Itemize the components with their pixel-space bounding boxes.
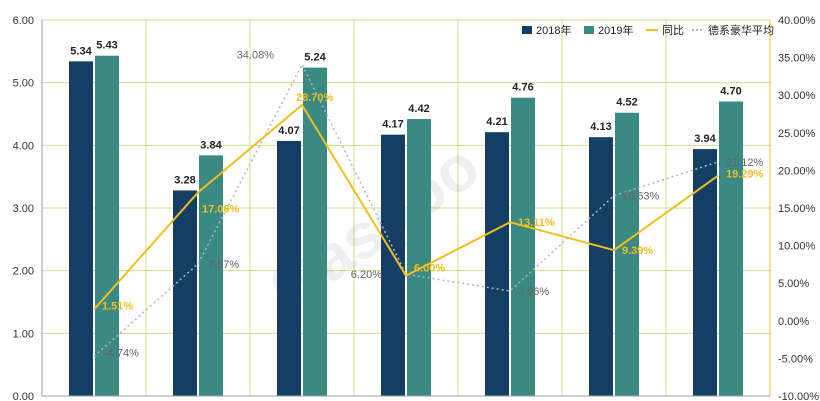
bar-2018 (381, 134, 405, 396)
y2-tick-label: -10.00% (778, 391, 819, 401)
y2-tick-label: 40.00% (778, 15, 816, 27)
yoy-label: 13.11% (518, 217, 555, 229)
y2-tick-label: 35.00% (778, 53, 816, 65)
yoy-label: 9.39% (622, 245, 653, 257)
bar-value-label: 5.43 (96, 40, 117, 52)
bar-value-label: 4.07 (278, 125, 299, 137)
yoy-label: 19.29% (726, 169, 764, 181)
bar-2019 (615, 112, 639, 396)
avg-label: -4.74% (104, 347, 139, 359)
bar-value-label: 5.34 (70, 45, 92, 57)
bar-2019 (303, 67, 327, 397)
y-tick-label: 2.00 (13, 266, 34, 278)
y-tick-label: 0.00 (13, 391, 34, 401)
bar-value-label: 4.70 (720, 85, 741, 97)
y-tick-label: 4.00 (13, 140, 34, 152)
y-tick-label: 3.00 (13, 203, 34, 215)
avg-label: 3.96% (518, 286, 549, 298)
y2-tick-label: -5.00% (778, 353, 813, 365)
bar-2019 (511, 97, 535, 396)
y2-tick-label: 0.00% (778, 316, 809, 328)
bar-2018 (173, 190, 197, 396)
legend-label: 2019年 (598, 23, 633, 37)
y-tick-label: 6.00 (13, 15, 34, 27)
y2-tick-label: 20.00% (778, 165, 816, 177)
bar-2019 (199, 155, 223, 396)
labels: 5.34 3.28 4.07 4.17 4.21 4.13 3.94 5.43 3.84 5.24… (70, 40, 763, 360)
bar-value-label: 4.17 (382, 119, 403, 131)
yoy-label: 6.00% (414, 263, 445, 275)
y2-tick-label: 10.00% (778, 241, 816, 253)
bar-value-label: 4.21 (486, 116, 507, 128)
avg-label: 16.63% (622, 191, 660, 203)
yoy-label: 17.06% (202, 204, 240, 216)
avg-label: 21.12% (726, 157, 764, 169)
y-tick-label: 5.00 (13, 78, 34, 90)
gridlines (41, 19, 771, 397)
lines (93, 62, 719, 358)
yoy-label: 28.70% (296, 92, 334, 104)
bar-2018 (589, 137, 613, 397)
y2-tick-label: 25.00% (778, 128, 816, 140)
avg-label: 34.08% (237, 50, 275, 62)
avg-label: 7.57% (208, 259, 239, 271)
bar-2019 (95, 55, 119, 396)
y-axis-left: 0.00 1.00 2.00 3.00 4.00 5.00 6.00 (13, 15, 770, 401)
legend-label: 同比 (662, 24, 684, 37)
bar-value-label: 3.84 (200, 139, 222, 151)
bar-2018 (485, 132, 509, 396)
bar-value-label: 4.42 (408, 103, 429, 115)
yoy-label: 1.51% (102, 300, 133, 312)
y-axis-right: -10.00% -5.00% 0.00% 5.00% 10.00% 15.00% 20.00… (769, 15, 819, 401)
legend-label: 2018年 (536, 23, 571, 37)
bars (69, 55, 743, 397)
bar-value-label: 4.52 (616, 97, 637, 109)
y2-tick-label: 15.00% (778, 203, 816, 215)
bar-2018 (277, 140, 301, 396)
bar-value-label: 5.24 (304, 52, 326, 64)
bar-2019 (407, 119, 431, 396)
bar-2018 (69, 61, 93, 397)
y2-tick-label: 30.00% (778, 90, 816, 102)
legend-swatch (584, 26, 594, 34)
bar-value-label: 3.94 (694, 133, 716, 145)
legend-swatch (522, 26, 532, 34)
y2-tick-label: 5.00% (778, 278, 809, 290)
y-tick-label: 1.00 (13, 328, 34, 340)
bar-value-label: 4.13 (590, 121, 611, 133)
bar-value-label: 4.76 (512, 82, 533, 94)
bar-2019 (719, 101, 743, 396)
legend-label: 德系豪华平均 (708, 23, 774, 37)
yoy-line (93, 103, 719, 311)
legend: 2018年 2019年 同比 德系豪华平均 (522, 23, 774, 37)
avg-label: 6.20% (351, 269, 382, 281)
bar-value-label: 3.28 (174, 174, 195, 186)
